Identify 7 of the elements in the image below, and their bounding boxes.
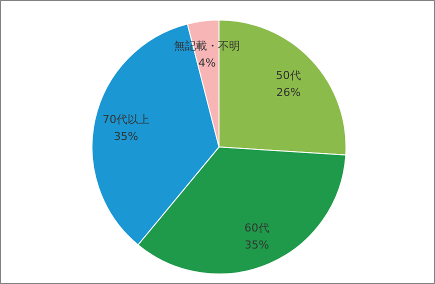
- data-label: 35%: [114, 130, 138, 144]
- data-label: 26%: [276, 86, 301, 99]
- data-label: 4%: [198, 56, 216, 70]
- slice-label: 70代以上: [102, 113, 150, 126]
- slice-label: 50代: [276, 68, 301, 82]
- data-label: 35%: [244, 238, 270, 252]
- slice-label: 60代: [244, 221, 270, 234]
